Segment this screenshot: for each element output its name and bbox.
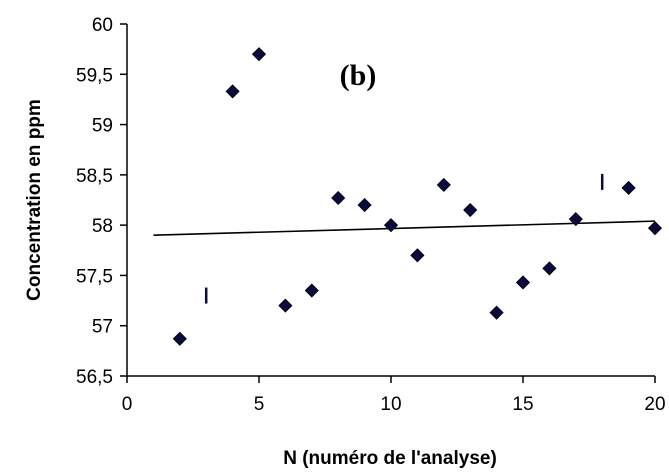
data-point: [568, 212, 583, 227]
data-point: [225, 84, 240, 99]
x-tick-label: 15: [512, 394, 533, 415]
limit-marks: [204, 173, 604, 304]
data-point: [251, 47, 267, 62]
y-tick-label: 57,5: [76, 266, 113, 287]
y-tick-label: 58,5: [76, 166, 113, 187]
y-tick-label: 56,5: [76, 367, 113, 388]
data-point: [436, 177, 451, 192]
data-point: [463, 202, 478, 218]
data-point: [410, 248, 425, 263]
data-point: [331, 190, 346, 206]
y-axis-title: Concentration en ppm: [24, 99, 45, 301]
data-point: [383, 218, 399, 233]
x-tick-label: 10: [380, 394, 401, 415]
x-axis-ticks: 0 5 10 15 20: [122, 376, 666, 415]
y-tick-label: 60: [92, 15, 113, 36]
data-points: [172, 47, 663, 346]
y-axis-ticks: 56,5 57 57,5 58 58,5 59 59,5 60: [76, 15, 127, 388]
panel-label: (b): [340, 59, 377, 92]
y-tick-label: 59,5: [76, 65, 113, 86]
data-point: [542, 261, 557, 276]
data-point: [172, 331, 187, 346]
y-tick-label: 59: [92, 116, 113, 137]
data-point: [357, 197, 372, 213]
x-tick-label: 20: [644, 394, 665, 415]
y-tick-label: 58: [92, 216, 113, 237]
data-point: [304, 283, 319, 298]
y-tick-label: 57: [92, 317, 113, 338]
x-axis-title: N (numéro de l'analyse): [283, 448, 497, 469]
data-point: [515, 275, 531, 290]
data-point: [621, 180, 636, 195]
x-tick-label: 5: [254, 394, 265, 415]
data-point: [278, 298, 293, 313]
x-tick-label: 0: [122, 394, 133, 415]
data-point: [489, 305, 504, 320]
data-point: [647, 221, 663, 236]
trend-line: [153, 220, 656, 236]
